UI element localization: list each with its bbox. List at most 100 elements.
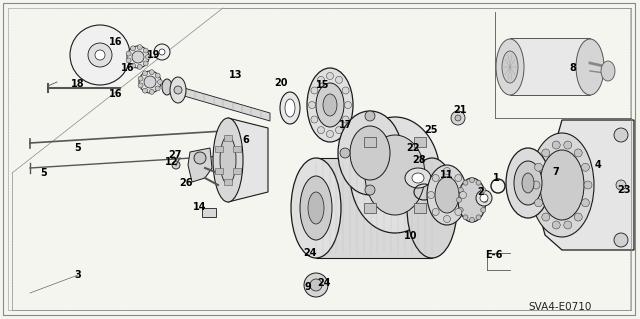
Circle shape: [534, 199, 543, 207]
Circle shape: [138, 83, 143, 88]
Polygon shape: [188, 148, 212, 182]
Ellipse shape: [435, 177, 459, 213]
Circle shape: [138, 76, 143, 81]
Circle shape: [552, 141, 560, 149]
Circle shape: [174, 86, 182, 94]
Circle shape: [126, 51, 131, 56]
Circle shape: [335, 76, 342, 83]
Ellipse shape: [316, 83, 344, 127]
Circle shape: [542, 149, 550, 157]
Bar: [233, 168, 241, 174]
Circle shape: [137, 64, 142, 69]
Circle shape: [470, 218, 474, 222]
Circle shape: [145, 55, 150, 60]
Circle shape: [155, 86, 160, 91]
Circle shape: [483, 197, 488, 203]
Text: 5: 5: [40, 168, 47, 178]
Bar: [215, 168, 223, 174]
Bar: [233, 146, 241, 152]
Circle shape: [444, 216, 451, 222]
Circle shape: [143, 71, 147, 76]
Text: 16: 16: [109, 37, 123, 47]
Text: 4: 4: [595, 160, 602, 170]
Polygon shape: [510, 38, 590, 95]
Circle shape: [574, 149, 582, 157]
Ellipse shape: [285, 99, 295, 117]
Circle shape: [534, 163, 543, 171]
Circle shape: [542, 213, 550, 221]
Ellipse shape: [307, 68, 353, 142]
Text: 28: 28: [412, 155, 426, 165]
Text: 12: 12: [165, 157, 179, 167]
Ellipse shape: [576, 39, 604, 95]
Circle shape: [131, 46, 136, 51]
Text: 9: 9: [305, 282, 312, 292]
Circle shape: [428, 191, 435, 198]
Circle shape: [131, 63, 136, 68]
Circle shape: [432, 209, 439, 215]
Text: 11: 11: [440, 170, 454, 180]
Text: 10: 10: [404, 231, 418, 241]
Circle shape: [581, 163, 589, 171]
Bar: [215, 146, 223, 152]
Bar: [364, 203, 376, 213]
Circle shape: [463, 180, 468, 185]
Polygon shape: [316, 158, 432, 258]
Polygon shape: [538, 120, 634, 250]
Ellipse shape: [530, 133, 594, 237]
Bar: [202, 208, 216, 217]
Ellipse shape: [412, 173, 424, 183]
Text: 5: 5: [75, 143, 81, 153]
Ellipse shape: [338, 111, 402, 195]
Ellipse shape: [522, 173, 534, 193]
Ellipse shape: [601, 61, 615, 81]
Circle shape: [456, 197, 461, 203]
Text: E-6: E-6: [485, 250, 502, 260]
Polygon shape: [228, 118, 268, 202]
Text: 8: 8: [570, 63, 577, 73]
Ellipse shape: [427, 165, 467, 225]
Text: 23: 23: [617, 185, 631, 195]
Ellipse shape: [502, 51, 518, 83]
Text: 3: 3: [75, 270, 81, 280]
Text: 24: 24: [303, 248, 317, 258]
Ellipse shape: [213, 118, 243, 202]
Circle shape: [481, 188, 486, 192]
Circle shape: [149, 89, 154, 94]
Circle shape: [455, 209, 462, 215]
Circle shape: [458, 188, 463, 192]
Circle shape: [451, 111, 465, 125]
Bar: [224, 135, 232, 141]
Circle shape: [614, 128, 628, 142]
Circle shape: [344, 101, 351, 108]
Bar: [364, 137, 376, 147]
Circle shape: [95, 50, 105, 60]
Circle shape: [311, 116, 318, 123]
Circle shape: [574, 213, 582, 221]
Circle shape: [476, 180, 481, 185]
Ellipse shape: [458, 178, 486, 222]
Ellipse shape: [323, 94, 337, 116]
Ellipse shape: [220, 136, 236, 184]
Text: 20: 20: [275, 78, 288, 88]
Circle shape: [476, 215, 481, 220]
Ellipse shape: [300, 176, 332, 240]
Text: 22: 22: [406, 143, 420, 153]
Circle shape: [365, 185, 375, 195]
Circle shape: [143, 61, 148, 66]
Circle shape: [154, 44, 170, 60]
Circle shape: [143, 88, 147, 93]
Ellipse shape: [291, 158, 341, 258]
Circle shape: [70, 25, 130, 85]
Text: 21: 21: [453, 105, 467, 115]
Text: 2: 2: [477, 187, 484, 197]
Text: 24: 24: [317, 278, 331, 288]
Circle shape: [463, 215, 468, 220]
Text: 27: 27: [168, 150, 182, 160]
Text: 7: 7: [552, 167, 559, 177]
Circle shape: [614, 233, 628, 247]
Circle shape: [143, 48, 148, 53]
Ellipse shape: [304, 273, 328, 297]
Circle shape: [144, 76, 156, 88]
Circle shape: [308, 101, 316, 108]
